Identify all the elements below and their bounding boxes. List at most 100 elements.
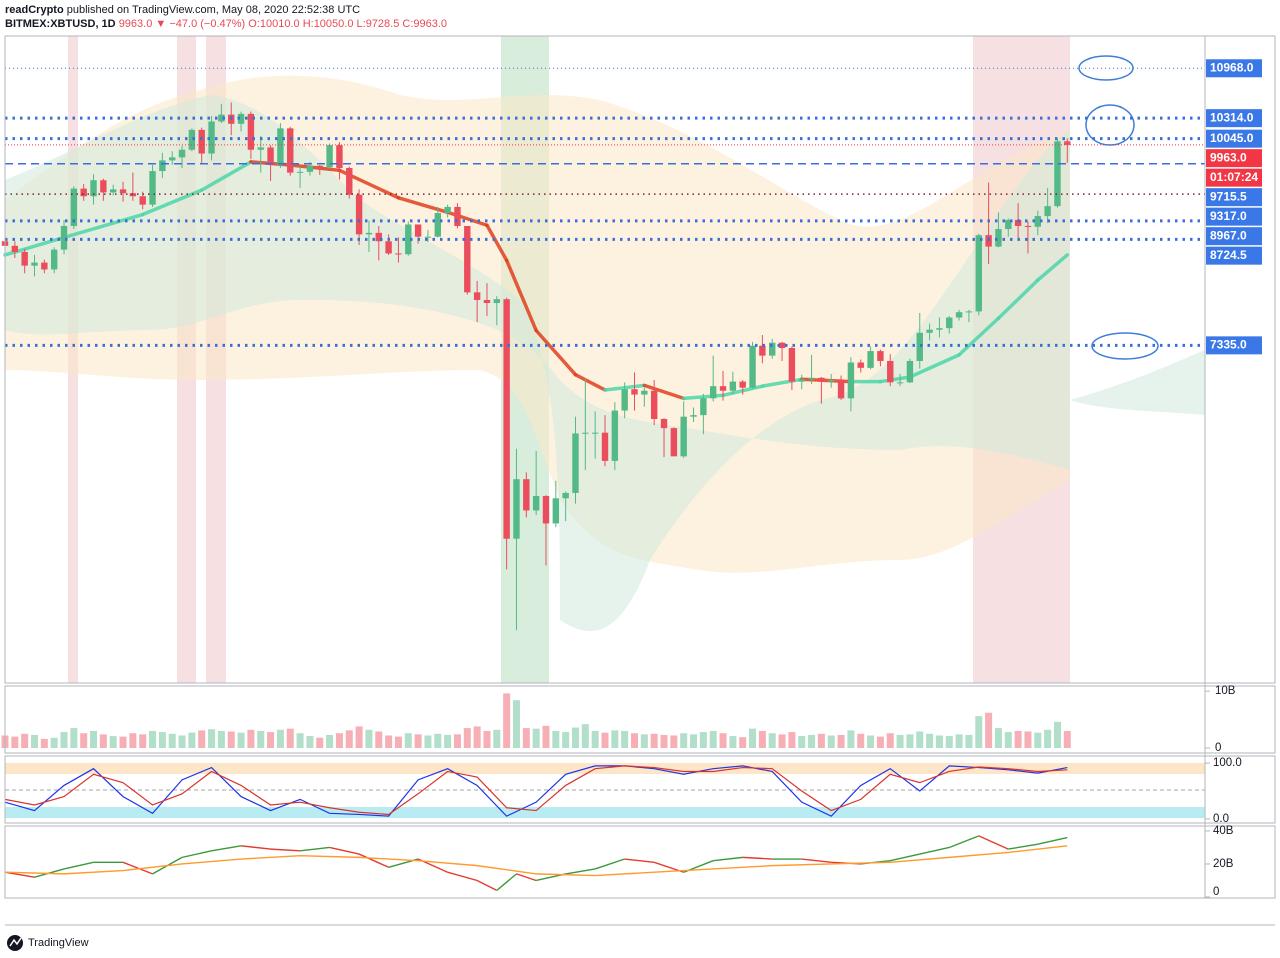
ma-segment [445,210,489,227]
price-label-bg [1206,188,1262,207]
volume-bar [867,735,875,748]
flow-segment [624,858,655,864]
flow-line [4,845,1068,877]
candle-body [955,312,963,318]
volume-bar [404,733,412,748]
volume-bar [1014,730,1022,748]
volume-bar [591,730,599,748]
candle-body [434,213,441,237]
candle-body [355,194,363,235]
volume-bar [109,736,117,748]
ichimoku-cloud [5,95,1205,632]
footer-logo: TradingView [7,935,89,951]
volume-bar [1044,729,1052,748]
flow-segment [949,835,980,849]
candle-body [788,348,796,382]
flow-segment [919,846,950,855]
candle-body [287,128,294,173]
candle-body [926,329,933,333]
candle-body [90,180,97,197]
volume-bar [709,730,717,748]
stoch-tick-label: 100.0 [1213,757,1242,769]
candle-body [523,479,530,511]
candle-body [995,229,1002,247]
volume-bar [699,732,707,748]
flow-segment [978,835,1009,850]
candle-body [80,188,87,197]
ma-segment [996,278,1040,321]
candle-body [690,415,697,417]
stoch-line [4,765,1068,817]
text-layer: readCrypto published on TradingView.com,… [5,4,1262,951]
volume-bar [768,733,776,748]
candle-body [149,171,156,205]
volume-bar [670,735,678,748]
volume-bar [1053,721,1061,748]
grid-layer [1205,690,1210,898]
candle-body [1014,219,1022,226]
volume-bar [414,734,422,748]
volume-bar [660,734,668,748]
candle-body [21,251,28,266]
volume-bar [306,736,314,748]
volume-bar [21,733,29,748]
volume-bar [385,735,393,748]
logo-glyph [9,937,22,947]
flow-segment [122,861,153,875]
volume-bar [985,712,993,748]
candle-body [257,147,264,150]
volume-bar [60,732,68,748]
volume-bar [896,734,904,748]
candle-body [601,432,609,461]
candle-body [719,386,727,391]
ma-segment [1036,253,1070,282]
countdown-bg [1206,168,1262,187]
volume-bar [178,735,186,748]
volume-bar [739,737,747,748]
volume-bar [365,729,373,748]
volume-bar [552,730,560,748]
volume-bar [808,734,816,748]
volume-bar [719,733,727,748]
volume-bar [650,733,658,748]
volume-bar [434,733,442,748]
frame-layer [4,35,1276,926]
volume-bar [837,734,845,748]
candle-body [109,189,117,193]
candle-body [532,495,540,511]
candle-body [591,432,599,434]
volume-bar [345,730,353,748]
countdown: 01:07:24 [1210,170,1258,184]
candle-body [483,299,491,304]
candle-body [1044,206,1051,217]
volume-bar [1034,732,1042,748]
price-label: 9715.5 [1210,189,1247,203]
marks-layer [1,67,1205,892]
volume-bar [680,733,688,748]
candle-body [385,241,392,254]
volume-bar [729,736,737,748]
candle-body [405,224,412,255]
candle-body [650,390,658,419]
candle-body [1064,141,1071,145]
ma-segment [573,372,607,392]
candle-body [247,113,255,150]
ma-segment [642,383,686,401]
flow-segment [516,873,537,882]
candle-body [237,113,245,124]
flow-segment [211,845,242,852]
flow-pane-border [4,825,1276,899]
volume-tick-label: 0 [1215,742,1221,754]
volume-bar [916,731,924,748]
candle-body [965,311,973,313]
candle-body [1054,141,1061,207]
price-label: 8724.5 [1210,248,1247,262]
candle-body [700,398,707,416]
flow-segment [447,871,478,882]
price-label: 9317.0 [1210,209,1247,223]
candle-body [493,299,501,304]
ma-segment [288,163,342,173]
volume-bar [257,730,265,748]
price-label-bg [1206,336,1262,355]
candle-body [828,380,835,382]
